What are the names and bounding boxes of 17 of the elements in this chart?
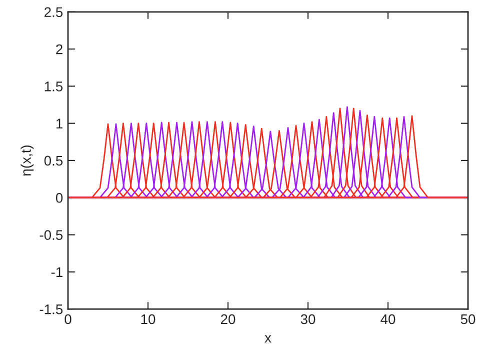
x-tick-label: 40 (380, 314, 396, 324)
y-tick-label: 0.5 (44, 156, 63, 166)
x-tick-label: 20 (220, 314, 236, 324)
y-tick-label: -1 (51, 267, 62, 277)
y-tick-label: 2 (56, 44, 62, 54)
y-tick-label: 0 (56, 192, 63, 203)
x-tick-label: 0 (64, 314, 72, 324)
y-tick-label: 2.5 (44, 7, 63, 18)
x-tick-label: 50 (460, 314, 476, 324)
x-tick-label: 10 (141, 314, 156, 324)
x-tick-label: 30 (300, 314, 316, 324)
y-tick-label: 1 (56, 118, 62, 128)
x-axis-title: x (264, 335, 272, 342)
y-axis-title: η(x,t) (20, 146, 34, 176)
y-tick-label: -1.5 (40, 304, 63, 314)
y-tick-label: -0.5 (40, 230, 63, 240)
y-tick-label: 1.5 (44, 82, 63, 92)
